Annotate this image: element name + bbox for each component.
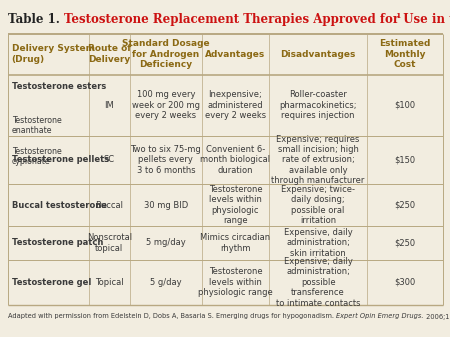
Text: Estimated
Monthly
Cost: Estimated Monthly Cost xyxy=(379,39,431,69)
Text: Topical: Topical xyxy=(95,278,124,287)
Text: Expert Opin Emerg Drugs.: Expert Opin Emerg Drugs. xyxy=(336,313,424,319)
Text: Expensive; twice-
daily dosing;
possible oral
irritation: Expensive; twice- daily dosing; possible… xyxy=(281,185,355,225)
Text: Two to six 75-mg
pellets every
3 to 6 months: Two to six 75-mg pellets every 3 to 6 mo… xyxy=(130,145,201,175)
Text: Table 1.: Table 1. xyxy=(8,13,64,27)
Text: SC: SC xyxy=(104,155,115,164)
Text: Testosterone patch: Testosterone patch xyxy=(12,239,103,247)
Text: Advantages: Advantages xyxy=(205,50,266,59)
Text: Delivery System
(Drug): Delivery System (Drug) xyxy=(12,44,94,64)
Text: IM: IM xyxy=(104,101,114,110)
Text: 1: 1 xyxy=(395,12,400,20)
Text: $300: $300 xyxy=(395,278,416,287)
Text: Convenient 6-
month biological
duration: Convenient 6- month biological duration xyxy=(200,145,270,175)
Text: Buccal testosterone: Buccal testosterone xyxy=(12,201,107,210)
Text: Expensive; daily
administration;
possible
transference
to intimate contacts: Expensive; daily administration; possibl… xyxy=(276,257,360,308)
Text: Testosterone esters: Testosterone esters xyxy=(12,82,106,91)
Text: $100: $100 xyxy=(395,101,416,110)
Text: 100 mg every
week or 200 mg
every 2 weeks: 100 mg every week or 200 mg every 2 week… xyxy=(132,90,200,120)
Text: Roller-coaster
pharmacokinetics;
requires injection: Roller-coaster pharmacokinetics; require… xyxy=(279,90,357,120)
Text: Adapted with permission from Edelstein D, Dobs A, Basaria S. Emerging drugs for : Adapted with permission from Edelstein D… xyxy=(8,313,336,319)
Text: Expensive, daily
administration;
skin irritation: Expensive, daily administration; skin ir… xyxy=(284,228,352,258)
Text: Inexpensive;
administered
every 2 weeks: Inexpensive; administered every 2 weeks xyxy=(205,90,266,120)
Text: 30 mg BID: 30 mg BID xyxy=(144,201,188,210)
Text: Nonscrotal
topical: Nonscrotal topical xyxy=(87,233,132,253)
Text: 2006;11(4):685-707.¹: 2006;11(4):685-707.¹ xyxy=(424,313,450,320)
Text: Testosterone Replacement Therapies Approved for Use in the U.S.: Testosterone Replacement Therapies Appro… xyxy=(64,13,450,27)
Text: 5 g/day: 5 g/day xyxy=(150,278,182,287)
Text: $250: $250 xyxy=(395,201,416,210)
Text: $250: $250 xyxy=(395,239,416,247)
Text: Testosterone
enanthate

Testosterone
cypionate: Testosterone enanthate Testosterone cypi… xyxy=(12,116,62,166)
Text: Testosterone
levels within
physiologic
range: Testosterone levels within physiologic r… xyxy=(209,185,262,225)
Text: Expensive; requires
small incision; high
rate of extrusion;
available only
throu: Expensive; requires small incision; high… xyxy=(271,134,365,185)
Text: $150: $150 xyxy=(395,155,416,164)
Text: 5 mg/day: 5 mg/day xyxy=(146,239,186,247)
Text: Testosterone gel: Testosterone gel xyxy=(12,278,91,287)
Text: Mimics circadian
rhythm: Mimics circadian rhythm xyxy=(200,233,270,253)
Text: Testosterone pellets: Testosterone pellets xyxy=(12,155,109,164)
Text: Route of
Delivery: Route of Delivery xyxy=(88,44,131,64)
Text: Standard Dosage
for Androgen
Deficiency: Standard Dosage for Androgen Deficiency xyxy=(122,39,210,69)
Text: Disadvantages: Disadvantages xyxy=(280,50,356,59)
Text: Testosterone
levels within
physiologic range: Testosterone levels within physiologic r… xyxy=(198,268,273,297)
Text: Buccal: Buccal xyxy=(95,201,123,210)
